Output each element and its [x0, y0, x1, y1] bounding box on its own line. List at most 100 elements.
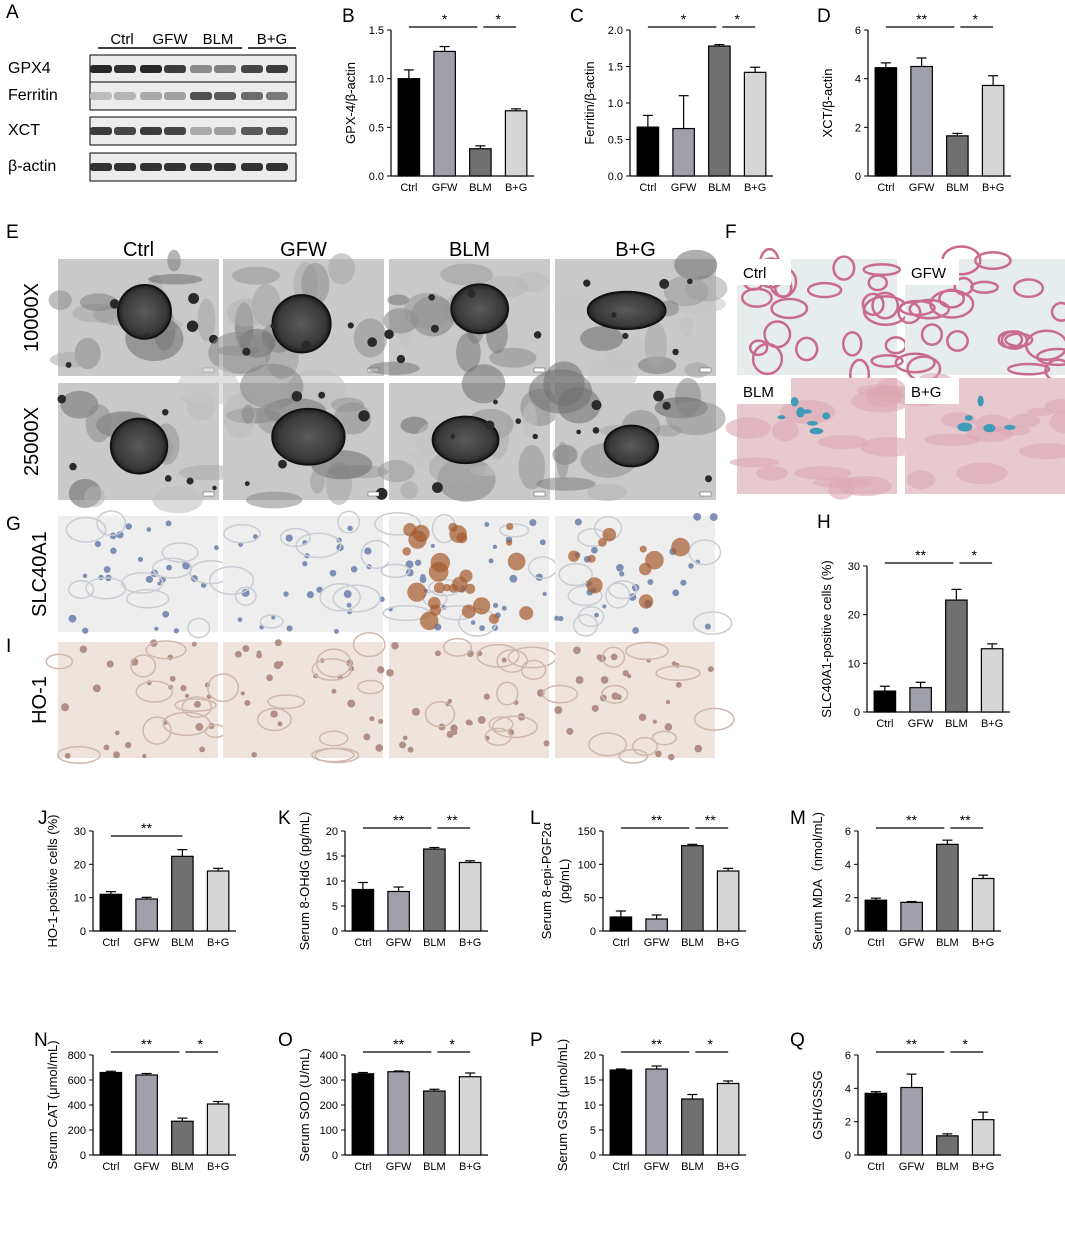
iron-deposit: [806, 420, 818, 426]
x-tick-label: Ctrl: [102, 937, 119, 949]
ihc-wall: [567, 585, 603, 607]
x-tick-label: B+G: [982, 182, 1004, 194]
iron-stain-image: BLM: [725, 378, 920, 500]
x-tick-label: Ctrl: [102, 1161, 119, 1173]
x-tick-label: Ctrl: [612, 937, 629, 949]
bar-gfw: [135, 898, 158, 932]
fibrotic-tissue: [965, 426, 1013, 442]
blot-band: [214, 65, 236, 73]
tem-organelle: [515, 418, 522, 424]
stain-label-box: [905, 259, 959, 285]
ihc-nucleus: [363, 733, 371, 741]
y-tick-label: 0: [855, 171, 861, 183]
significance-label: *: [735, 11, 741, 27]
x-tick-label: BLM: [936, 937, 959, 949]
ihc-nucleus: [271, 615, 276, 620]
ihc-wall: [135, 680, 174, 703]
tem-organelle: [431, 482, 443, 494]
tem-texture: [377, 459, 415, 483]
bar-b-g: [716, 1082, 740, 1156]
ihc-nucleus: [483, 693, 490, 700]
ihc-nucleus: [493, 602, 499, 609]
tem-texture: [400, 481, 419, 500]
ihc-image: [554, 512, 733, 637]
scale-bar: [699, 367, 712, 373]
tem-organelle: [367, 337, 378, 347]
tem-texture: [674, 249, 718, 281]
tem-panel: Ctrl GFW BLM B+G 10000X 25000X: [21, 239, 728, 514]
tem-texture: [167, 249, 181, 272]
bar-blm: [423, 1090, 446, 1156]
tem-organelle: [186, 477, 194, 485]
positive-stain: [671, 537, 690, 557]
fibrotic-tissue: [1019, 443, 1065, 460]
tem-texture: [440, 263, 493, 286]
tem-micrograph: [368, 259, 550, 376]
ihc-wall: [332, 584, 381, 613]
ihc-wall: [488, 716, 514, 733]
ihc-wall: [496, 649, 528, 673]
bar-ctrl: [609, 916, 633, 932]
ihc-nucleus: [616, 563, 624, 572]
fibrotic-tissue: [817, 435, 869, 450]
y-tick-label: 1.0: [608, 98, 623, 110]
stain-label-box: [737, 378, 791, 404]
y-tick-label: 2: [845, 1117, 851, 1129]
tem-column-label: B+G: [615, 239, 656, 261]
ihc-nucleus: [707, 666, 714, 673]
ihc-nucleus: [82, 627, 89, 634]
ihc-nucleus: [169, 675, 176, 682]
ihc-nucleus: [539, 539, 546, 546]
significance-label: **: [141, 1036, 152, 1052]
tem-texture: [489, 347, 537, 368]
blot-band: [190, 65, 212, 73]
tem-texture: [49, 352, 96, 368]
x-tick-label: Ctrl: [867, 937, 884, 949]
blot-band: [190, 127, 212, 135]
ihc-wall: [577, 606, 605, 628]
ihc-nucleus: [283, 591, 289, 597]
ihc-bg: [58, 516, 218, 632]
x-tick-label: B+G: [459, 1161, 481, 1173]
ihc-nucleus: [256, 652, 263, 659]
ihc-nucleus: [575, 676, 584, 684]
y-tick-label: 20: [74, 859, 86, 871]
tem-nucleus: [450, 283, 510, 335]
stain-label: BLM: [743, 384, 774, 401]
iron-stain-image: GFW: [894, 245, 1065, 383]
significance-label: **: [906, 1036, 917, 1052]
ihc-nucleus: [573, 646, 581, 655]
tem-column-label: GFW: [280, 239, 327, 261]
tem-nucleus: [586, 290, 667, 331]
ihc-bg: [389, 642, 549, 758]
ihc-wall: [85, 577, 127, 600]
tem-texture: [208, 331, 271, 374]
ihc-wall: [605, 582, 631, 609]
fibrotic-tissue: [838, 476, 892, 497]
blot-band: [140, 163, 162, 171]
positive-stain: [586, 577, 603, 594]
ihc-nucleus: [566, 727, 574, 735]
tem-organelle: [375, 487, 388, 500]
iron-stain-image: Ctrl: [737, 247, 909, 391]
ihc-wall: [151, 557, 193, 579]
x-tick-label: Ctrl: [354, 937, 371, 949]
ihc-nucleus: [125, 523, 132, 530]
panel-letter-o: O: [278, 1030, 293, 1051]
ihc-nucleus: [594, 612, 599, 618]
ihc-nucleus: [600, 676, 609, 684]
positive-stain: [461, 604, 476, 619]
ihc-nucleus: [492, 544, 498, 550]
alveolar-wall: [806, 281, 843, 299]
ihc-wall: [279, 527, 312, 548]
ihc-nucleus: [411, 707, 420, 716]
ihc-nucleus: [386, 669, 394, 677]
blot-band: [90, 65, 112, 73]
positive-stain: [428, 562, 449, 582]
ihc-nucleus: [447, 698, 453, 704]
iron-deposit: [957, 422, 973, 432]
bar-blm: [681, 845, 704, 932]
blot-group-label: BLM: [203, 31, 234, 48]
panel-letter-b: B: [342, 6, 355, 27]
blot-band: [140, 127, 162, 135]
